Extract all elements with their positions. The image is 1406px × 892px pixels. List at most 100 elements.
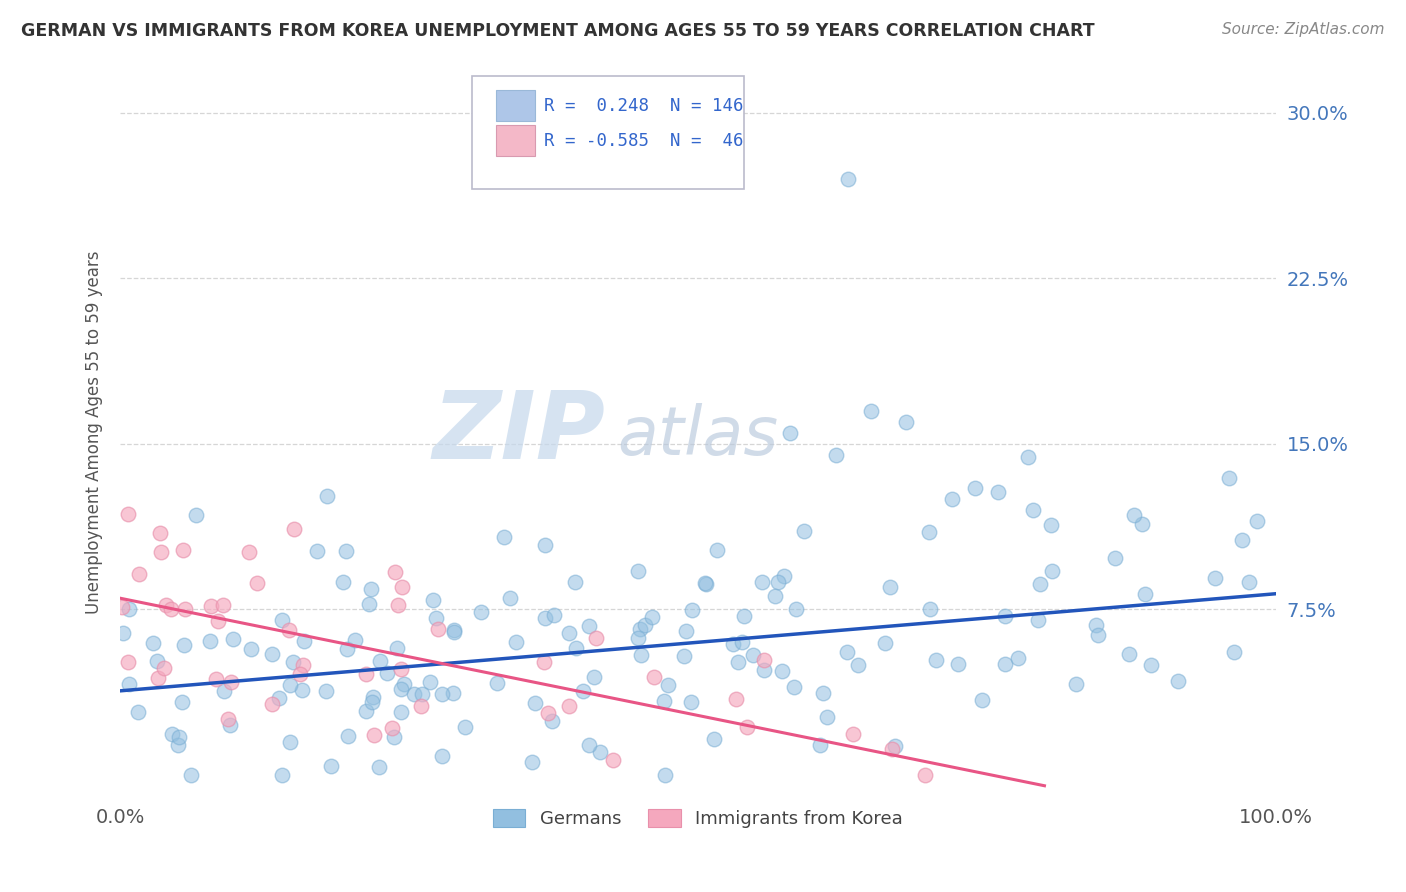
Point [1064, 677, 1087, 691]
Point [783, 680, 806, 694]
Point [534, 611, 557, 625]
Point [184, 508, 207, 522]
Point [879, 580, 901, 594]
Point [485, 675, 508, 690]
Point [430, 749, 453, 764]
Point [246, 576, 269, 591]
Point [918, 524, 941, 539]
Point [277, 623, 299, 637]
Point [695, 577, 717, 591]
Point [578, 619, 600, 633]
Point [894, 415, 917, 429]
Point [146, 654, 169, 668]
Point [1017, 450, 1039, 464]
Text: GERMAN VS IMMIGRANTS FROM KOREA UNEMPLOYMENT AMONG AGES 55 TO 59 YEARS CORRELATI: GERMAN VS IMMIGRANTS FROM KOREA UNEMPLOY… [21, 22, 1095, 40]
Point [706, 543, 728, 558]
Point [492, 530, 515, 544]
Point [918, 602, 941, 616]
Point [368, 759, 391, 773]
Point [565, 641, 588, 656]
Point [1139, 658, 1161, 673]
Point [751, 575, 773, 590]
Point [205, 672, 228, 686]
Point [172, 543, 194, 558]
Point [727, 655, 749, 669]
Point [681, 603, 703, 617]
Point [291, 658, 314, 673]
Point [884, 739, 907, 753]
Point [583, 670, 606, 684]
Point [127, 705, 149, 719]
Point [200, 599, 222, 613]
Point [994, 609, 1017, 624]
Point [766, 574, 789, 589]
Point [422, 593, 444, 607]
Point [1222, 645, 1244, 659]
Point [630, 648, 652, 662]
Point [1026, 613, 1049, 627]
Point [860, 403, 883, 417]
Legend: Germans, Immigrants from Korea: Germans, Immigrants from Korea [485, 801, 910, 835]
Point [283, 655, 305, 669]
Point [994, 657, 1017, 671]
Point [443, 623, 465, 637]
Point [505, 635, 527, 649]
Point [150, 545, 173, 559]
Point [219, 675, 242, 690]
Point [534, 538, 557, 552]
Point [128, 567, 150, 582]
Point [332, 574, 354, 589]
Point [160, 727, 183, 741]
Point [657, 677, 679, 691]
Point [1130, 516, 1153, 531]
Point [785, 601, 807, 615]
Point [441, 686, 464, 700]
Point [779, 425, 801, 440]
Point [212, 598, 235, 612]
Point [1039, 518, 1062, 533]
Point [1087, 627, 1109, 641]
Point [703, 732, 725, 747]
Point [733, 609, 755, 624]
Point [292, 633, 315, 648]
Point [1022, 503, 1045, 517]
Point [305, 544, 328, 558]
Point [212, 683, 235, 698]
Point [537, 706, 560, 720]
Point [117, 676, 139, 690]
Point [278, 734, 301, 748]
Point [643, 670, 665, 684]
Point [564, 574, 586, 589]
Point [773, 569, 796, 583]
Point [673, 648, 696, 663]
Point [335, 642, 357, 657]
Point [1167, 673, 1189, 688]
Point [1204, 571, 1226, 585]
Point [111, 625, 134, 640]
Point [389, 681, 412, 696]
Point [675, 624, 697, 638]
Point [173, 639, 195, 653]
Point [725, 692, 748, 706]
Point [427, 622, 450, 636]
Point [404, 687, 426, 701]
Point [117, 508, 139, 522]
Point [558, 699, 581, 714]
Point [170, 694, 193, 708]
Point [419, 674, 441, 689]
Point [375, 665, 398, 680]
Point [589, 745, 612, 759]
Point [180, 768, 202, 782]
Point [543, 607, 565, 622]
Point [681, 695, 703, 709]
Point [941, 491, 963, 506]
Point [572, 683, 595, 698]
Point [389, 705, 412, 719]
Point [432, 687, 454, 701]
FancyBboxPatch shape [495, 125, 534, 156]
Point [846, 658, 869, 673]
Point [321, 758, 343, 772]
Point [627, 631, 650, 645]
Point [149, 526, 172, 541]
Point [425, 611, 447, 625]
